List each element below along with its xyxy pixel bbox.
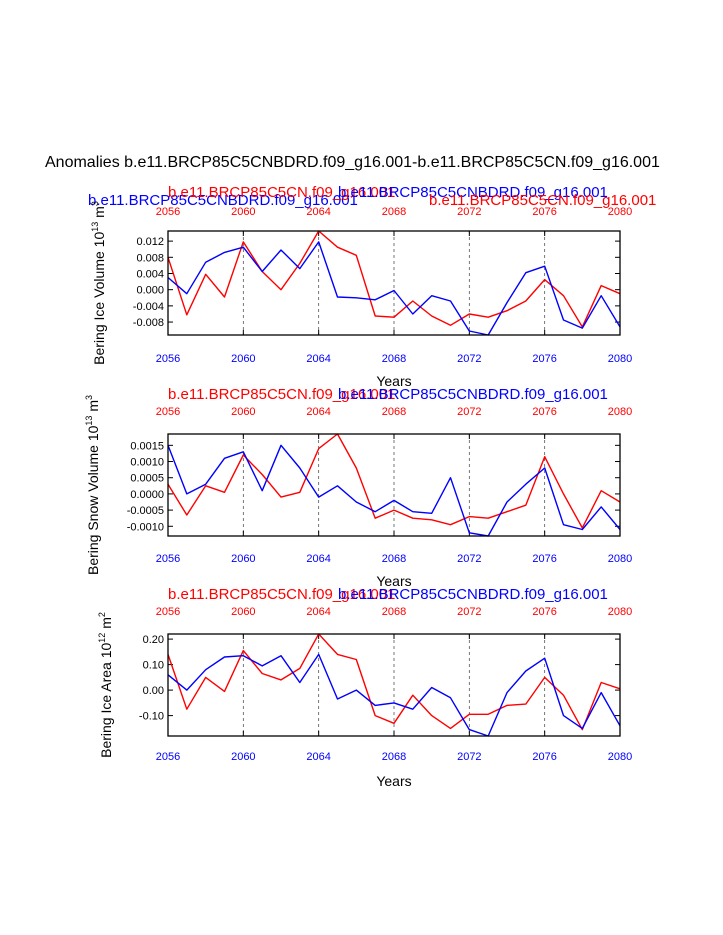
- x-tick-label-bottom: 2060: [231, 751, 255, 763]
- top-label-blue-1: b.e11.BRCP85C5CNBDRD.f09_g16.001: [338, 386, 608, 403]
- series-line-red: [167, 433, 621, 529]
- x-tick-label-top: 2060: [231, 206, 255, 218]
- x-tick-label-top: 2056: [156, 206, 180, 218]
- x-axis-label: Years: [376, 773, 411, 789]
- top-label-blue-1: b.e11.BRCP85C5CNBDRD.f09_g16.001: [338, 586, 608, 603]
- x-tick-label-bottom: 2056: [156, 353, 180, 365]
- top-label-blue-1: b.e11.BRCP85C5CNBDRD.f09_g16.001: [88, 192, 358, 209]
- x-tick-label-top: 2064: [306, 406, 330, 418]
- x-tick-label-top: 2076: [532, 606, 556, 618]
- y-tick-label: -0.004: [133, 301, 164, 313]
- top-label-red-2: b.e11.BRCP85C5CN.f09_g16.001: [429, 192, 656, 209]
- y-tick-label: 0.004: [136, 268, 164, 280]
- series-line-blue: [167, 241, 621, 336]
- y-tick-label: 0.0000: [130, 489, 164, 501]
- x-tick-label-top: 2076: [532, 206, 556, 218]
- y-tick-label: 0.00: [143, 685, 164, 697]
- x-tick-label-top: 2056: [156, 406, 180, 418]
- y-tick-label: 0.0005: [130, 473, 164, 485]
- x-tick-label-top: 2064: [306, 606, 330, 618]
- x-tick-label-top: 2068: [382, 606, 406, 618]
- x-tick-label-top: 2072: [457, 206, 481, 218]
- x-tick-label-bottom: 2060: [231, 553, 255, 565]
- series-line-red: [167, 633, 621, 731]
- x-tick-label-top: 2072: [457, 406, 481, 418]
- x-tick-label-bottom: 2068: [382, 353, 406, 365]
- x-tick-label-top: 2072: [457, 606, 481, 618]
- plot-frame: [167, 633, 621, 737]
- panel-snow-volume: b.e11.BRCP85C5CN.f09_g16.001 b.e11.BRCP8…: [84, 386, 632, 589]
- series-line-blue: [167, 444, 621, 537]
- y-axis-label: Bering Ice Area 1012 m2: [97, 612, 114, 758]
- x-tick-label-bottom: 2056: [156, 751, 180, 763]
- y-tick-label: 0.0015: [130, 440, 164, 452]
- x-tick-label-bottom: 2080: [608, 751, 632, 763]
- x-tick-label-top: 2060: [231, 406, 255, 418]
- y-tick-label: -0.10: [139, 711, 164, 723]
- x-tick-label-top: 2068: [382, 206, 406, 218]
- x-tick-label-bottom: 2068: [382, 751, 406, 763]
- x-tick-label-top: 2076: [532, 406, 556, 418]
- series-line-blue: [167, 653, 621, 737]
- x-tick-label-bottom: 2072: [457, 751, 481, 763]
- x-tick-label-top: 2080: [608, 206, 632, 218]
- y-axis-label: Bering Snow Volume 1013 m3: [84, 395, 101, 575]
- x-tick-label-bottom: 2064: [306, 353, 330, 365]
- y-tick-label: -0.0005: [127, 505, 164, 517]
- x-tick-label-bottom: 2076: [532, 553, 556, 565]
- x-tick-label-bottom: 2064: [306, 553, 330, 565]
- plot-frame: [167, 433, 621, 537]
- x-tick-label-bottom: 2056: [156, 553, 180, 565]
- y-tick-label: 0.10: [143, 660, 164, 672]
- x-tick-label-bottom: 2076: [532, 751, 556, 763]
- page-title: Anomalies b.e11.BRCP85C5CNBDRD.f09_g16.0…: [45, 154, 660, 171]
- top-label-red-1: b.e11.BRCP85C5CN.f09_g16.001: [168, 386, 395, 403]
- y-tick-label: 0.000: [136, 285, 164, 297]
- x-tick-label-bottom: 2068: [382, 553, 406, 565]
- top-label-red-1: b.e11.BRCP85C5CN.f09_g16.001: [168, 586, 395, 603]
- x-tick-label-bottom: 2076: [532, 353, 556, 365]
- x-tick-label-bottom: 2072: [457, 353, 481, 365]
- series-line-red: [167, 230, 621, 328]
- y-axis-label: Bering Ice Volume 1013 m3: [90, 201, 107, 365]
- plot-frame: [167, 230, 621, 336]
- x-tick-label-top: 2064: [306, 206, 330, 218]
- x-tick-label-bottom: 2060: [231, 353, 255, 365]
- top-label-red-1: b.e11.BRCP85C5CN.f09_g16.001: [168, 184, 395, 201]
- y-tick-label: 0.008: [136, 252, 164, 264]
- x-axis-label: Years: [376, 573, 411, 589]
- y-tick-label: -0.0010: [127, 521, 164, 533]
- top-label-blue-2: b.e11.BRCP85C5CNBDRD.f09_g16.001: [338, 184, 608, 201]
- panel-ice-volume: b.e11.BRCP85C5CNBDRD.f09_g16.001 b.e11.B…: [88, 184, 656, 389]
- x-tick-label-bottom: 2080: [608, 353, 632, 365]
- y-tick-label: 0.012: [136, 236, 164, 248]
- x-tick-label-top: 2068: [382, 406, 406, 418]
- y-tick-label: -0.008: [133, 317, 164, 329]
- x-tick-label-bottom: 2072: [457, 553, 481, 565]
- x-tick-label-top: 2080: [608, 606, 632, 618]
- y-tick-label: 0.20: [143, 634, 164, 646]
- x-axis-label: Years: [376, 373, 411, 389]
- x-tick-label-bottom: 2064: [306, 751, 330, 763]
- x-tick-label-bottom: 2080: [608, 553, 632, 565]
- x-tick-label-top: 2060: [231, 606, 255, 618]
- panel-ice-area: b.e11.BRCP85C5CN.f09_g16.001 b.e11.BRCP8…: [97, 586, 632, 789]
- x-tick-label-top: 2080: [608, 406, 632, 418]
- y-tick-label: 0.0010: [130, 457, 164, 469]
- x-tick-label-top: 2056: [156, 606, 180, 618]
